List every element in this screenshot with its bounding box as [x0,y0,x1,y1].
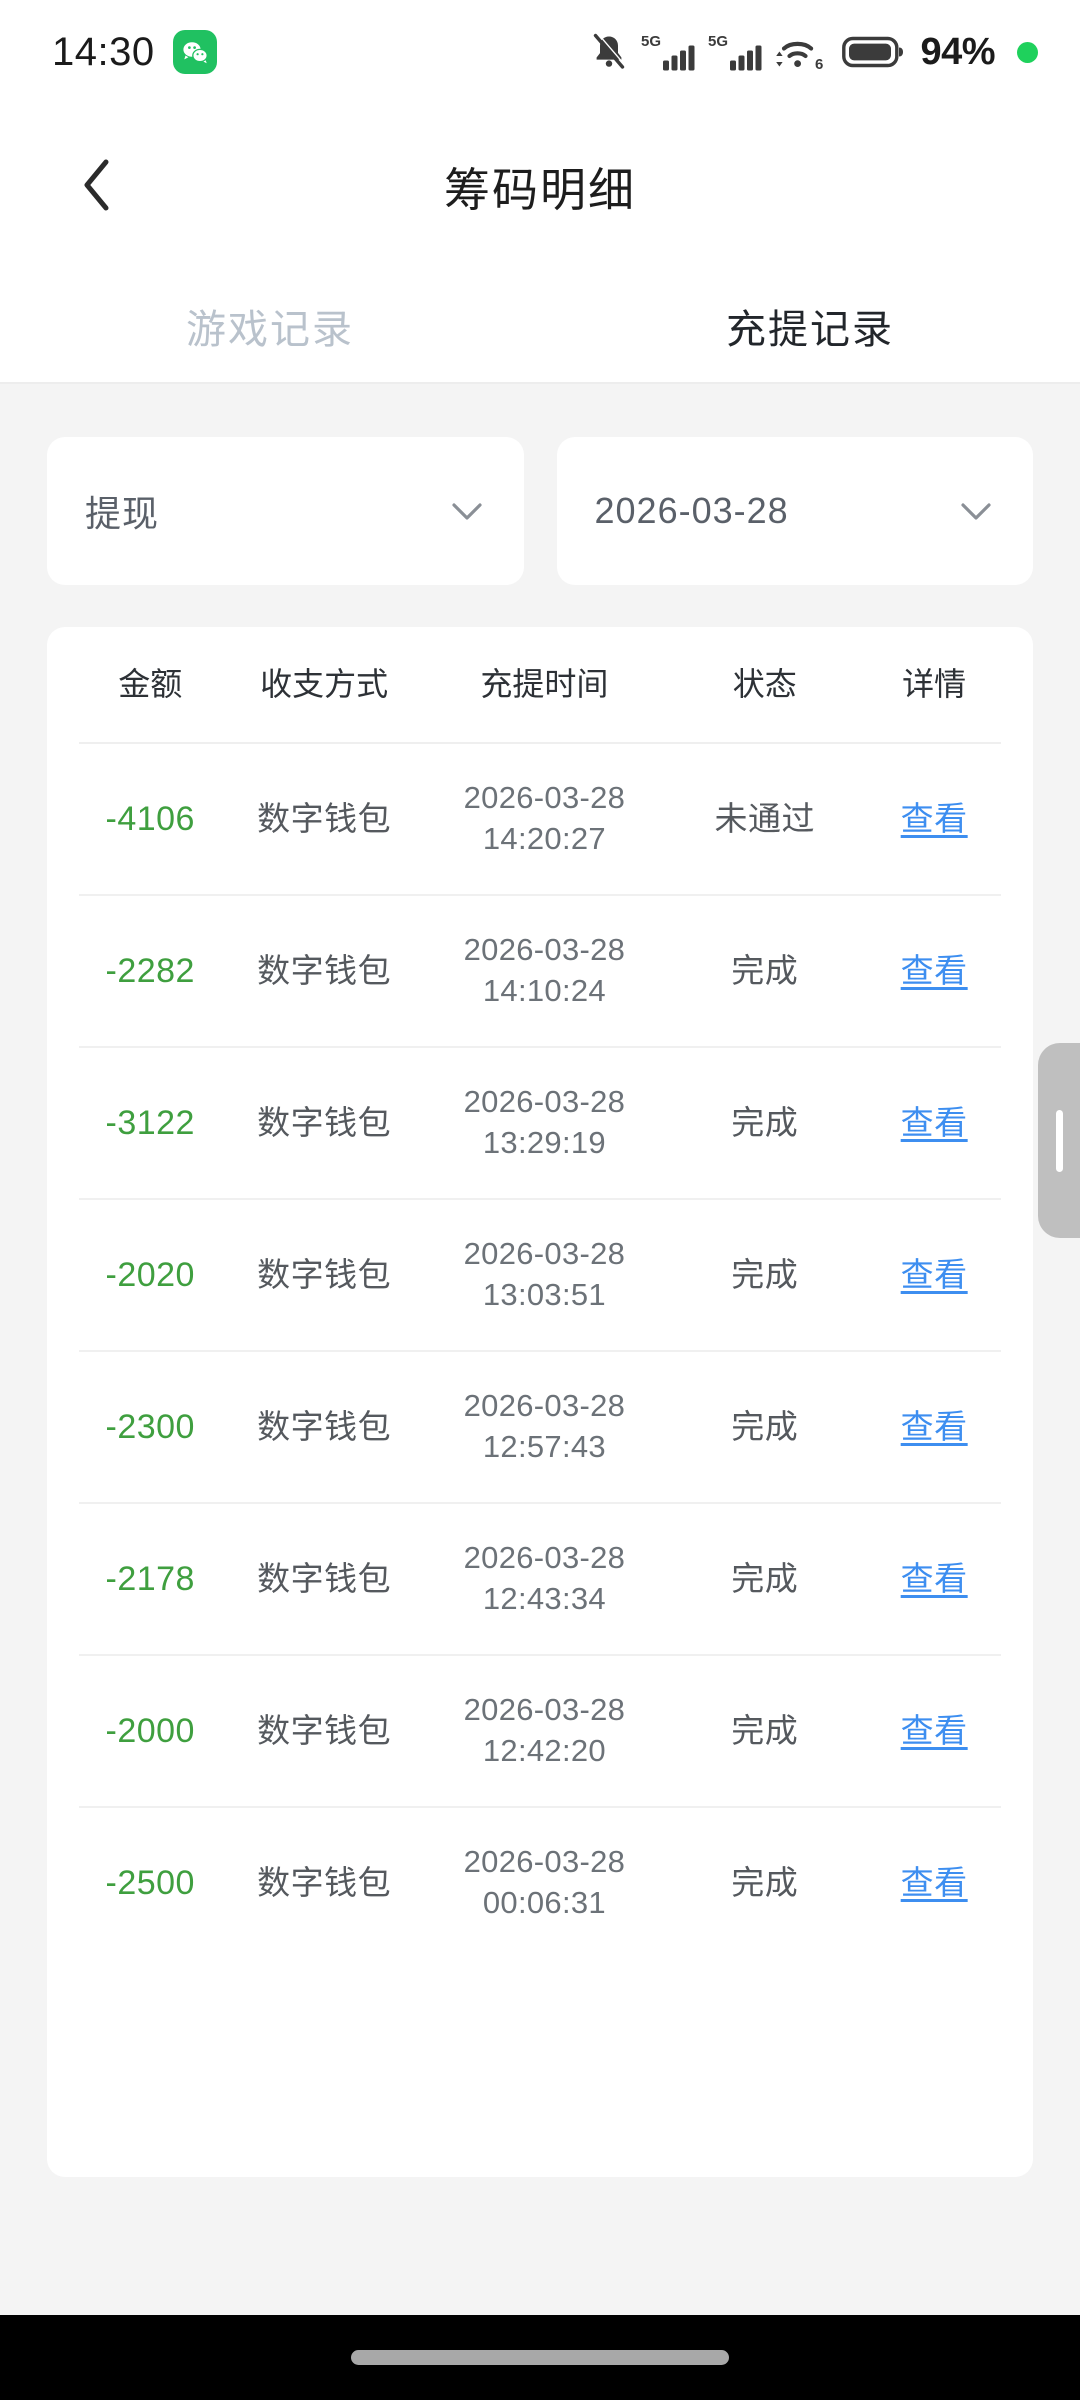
row-detail-link[interactable]: 查看 [900,1712,968,1750]
page-header: 筹码明细 [0,104,1080,270]
row-amount: -2020 [105,1255,195,1294]
row-detail-link[interactable]: 查看 [900,952,968,990]
row-time: 2026-03-28 13:29:19 [463,1084,626,1160]
row-method: 数字钱包 [257,1256,392,1294]
row-time: 2026-03-28 12:43:34 [463,1540,626,1616]
row-detail-link[interactable]: 查看 [900,1256,968,1294]
svg-text:6: 6 [815,56,823,73]
chevron-down-icon [450,500,484,522]
row-amount: -2178 [105,1559,195,1598]
row-method: 数字钱包 [257,1560,392,1598]
status-bar-clock: 14:30 [52,29,155,74]
row-detail-link[interactable]: 查看 [900,1104,968,1142]
row-method: 数字钱包 [257,1408,392,1446]
table-row[interactable]: -2282 数字钱包 2026-03-28 14:10:24 完成 查看 [47,896,1033,1046]
filter-type-dropdown[interactable]: 提现 [47,437,524,585]
row-detail-link[interactable]: 查看 [900,1560,968,1598]
svg-text:5G: 5G [641,33,661,50]
page-title: 筹码明细 [444,164,636,216]
row-status: 完成 [731,1864,799,1902]
row-time: 2026-03-28 13:03:51 [463,1236,626,1312]
table-row-divider [79,1350,1001,1352]
row-time: 2026-03-28 14:10:24 [463,932,626,1008]
column-header-method: 收支方式 [260,666,389,703]
table-header-row: 金额 收支方式 充提时间 状态 详情 [47,627,1033,742]
column-header-status: 状态 [732,666,797,703]
filter-date-value: 2026-03-28 [594,490,789,531]
row-amount: -2282 [105,951,195,990]
table-row-divider [79,1806,1001,1808]
tab-deposit-withdraw-records[interactable]: 充提记录 [726,308,894,352]
wifi-6-icon: 6 [775,31,829,73]
table-row-divider [79,1654,1001,1656]
filter-row: 提现 2026-03-28 [47,437,1033,585]
table-row[interactable]: -2178 数字钱包 2026-03-28 12:43:34 完成 查看 [47,1504,1033,1654]
row-amount: -2000 [105,1711,195,1750]
table-body: -4106 数字钱包 2026-03-28 14:20:27 未通过 查看 -2282 数字… [47,744,1033,1958]
battery-percent: 94% [920,30,995,73]
table-row[interactable]: -4106 数字钱包 2026-03-28 14:20:27 未通过 查看 [47,744,1033,894]
recording-indicator-dot [1017,41,1038,63]
table-row[interactable]: -2300 数字钱包 2026-03-28 12:57:43 完成 查看 [47,1352,1033,1502]
row-amount: -3122 [105,1103,195,1142]
row-amount: -2500 [105,1863,195,1902]
wechat-icon [172,30,217,74]
table-row[interactable]: -3122 数字钱包 2026-03-28 13:29:19 完成 查看 [47,1048,1033,1198]
row-time: 2026-03-28 00:06:31 [463,1844,626,1920]
table-row[interactable]: -2000 数字钱包 2026-03-28 12:42:20 完成 查看 [47,1656,1033,1806]
filter-date-dropdown[interactable]: 2026-03-28 [556,437,1033,585]
row-status: 完成 [731,1560,799,1598]
row-status: 完成 [731,1256,799,1294]
system-navigation-bar [0,2315,1080,2400]
row-detail-link[interactable]: 查看 [900,1864,968,1902]
table-header-divider [79,742,1001,744]
row-method: 数字钱包 [257,1864,392,1902]
svg-text:5G: 5G [708,33,728,50]
filter-type-value: 提现 [85,493,160,534]
table-row[interactable]: -2020 数字钱包 2026-03-28 13:03:51 完成 查看 [47,1200,1033,1350]
back-chevron-icon [81,157,113,218]
row-amount: -2300 [105,1407,195,1446]
bell-muted-icon [590,32,628,72]
row-time: 2026-03-28 12:42:20 [463,1692,626,1768]
table-row-divider [79,1198,1001,1200]
tab-game-records[interactable]: 游戏记录 [186,308,354,352]
row-status: 未通过 [714,800,815,838]
row-status: 完成 [731,952,799,990]
table-row-divider [79,1502,1001,1504]
row-status: 完成 [731,1104,799,1142]
row-method: 数字钱包 [257,952,392,990]
side-drag-handle[interactable] [1038,1043,1080,1238]
row-status: 完成 [731,1712,799,1750]
signal-5g-icon: 5G [708,31,762,73]
back-button[interactable] [42,104,152,270]
tab-bar: 游戏记录 充提记录 [0,270,1080,384]
table-row[interactable]: -2500 数字钱包 2026-03-28 00:06:31 完成 查看 [47,1808,1033,1958]
status-bar-right: 5G 5G [590,31,1038,74]
transactions-table-card: 金额 收支方式 充提时间 状态 详情 -4106 数字钱包 2026-03-28 1… [47,627,1033,2177]
battery-icon [842,35,904,69]
home-gesture-indicator[interactable] [351,2350,729,2365]
row-time: 2026-03-28 14:20:27 [463,780,626,856]
column-header-time: 充提时间 [480,666,609,703]
chevron-down-icon [959,500,993,522]
row-method: 数字钱包 [257,1712,392,1750]
status-bar: 14:30 [0,0,1080,104]
table-row-divider [79,1046,1001,1048]
row-status: 完成 [731,1408,799,1446]
row-detail-link[interactable]: 查看 [900,800,968,838]
row-method: 数字钱包 [257,800,392,838]
column-header-amount: 金额 [118,666,183,703]
status-bar-left: 14:30 [52,30,217,75]
signal-5g-icon: 5G [641,31,695,73]
table-row-divider [79,894,1001,896]
row-amount: -4106 [105,799,195,838]
row-detail-link[interactable]: 查看 [900,1408,968,1446]
column-header-detail: 详情 [902,666,967,703]
row-method: 数字钱包 [257,1104,392,1142]
drag-handle-grip-icon [1055,1109,1063,1172]
row-time: 2026-03-28 12:57:43 [463,1388,626,1464]
